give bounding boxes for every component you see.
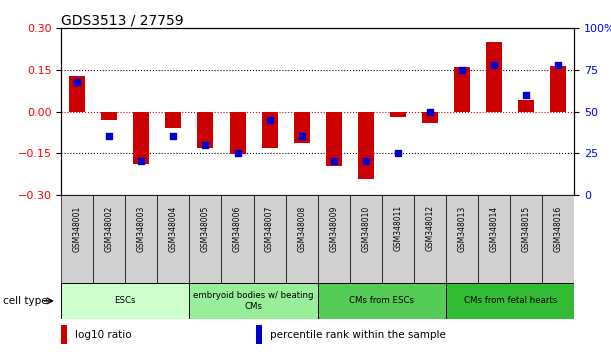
Text: GSM348010: GSM348010 <box>361 205 370 252</box>
Bar <box>358 112 374 179</box>
Bar <box>69 76 85 112</box>
Point <box>361 159 371 164</box>
Bar <box>382 195 414 283</box>
Text: GSM348005: GSM348005 <box>201 205 210 252</box>
Bar <box>221 195 254 283</box>
Bar <box>133 112 149 164</box>
Bar <box>446 195 478 283</box>
Text: GSM348013: GSM348013 <box>458 205 467 252</box>
Text: percentile rank within the sample: percentile rank within the sample <box>270 330 446 339</box>
Bar <box>254 195 285 283</box>
Bar <box>543 195 574 283</box>
Point <box>457 67 467 73</box>
Bar <box>197 112 213 148</box>
Bar <box>93 195 125 283</box>
Bar <box>454 67 470 112</box>
Bar <box>230 112 246 154</box>
Bar <box>318 283 446 319</box>
Text: GSM348014: GSM348014 <box>489 205 499 252</box>
Bar <box>478 195 510 283</box>
Bar <box>189 195 221 283</box>
Bar <box>125 195 158 283</box>
Text: GSM348012: GSM348012 <box>425 205 434 251</box>
Text: GSM348006: GSM348006 <box>233 205 242 252</box>
Text: GSM348001: GSM348001 <box>73 205 82 252</box>
Point <box>233 150 243 156</box>
Bar <box>61 325 67 344</box>
Point <box>136 159 146 164</box>
Bar <box>158 195 189 283</box>
Text: GSM348011: GSM348011 <box>393 205 403 251</box>
Bar <box>101 112 117 120</box>
Bar <box>510 195 543 283</box>
Bar <box>422 112 438 122</box>
Bar <box>285 195 318 283</box>
Text: GSM348015: GSM348015 <box>522 205 531 252</box>
Point <box>104 134 114 139</box>
Bar <box>486 42 502 112</box>
Point <box>265 117 274 123</box>
Point <box>425 109 435 114</box>
Point <box>554 62 563 68</box>
Text: GSM348009: GSM348009 <box>329 205 338 252</box>
Point <box>297 134 307 139</box>
Bar <box>318 195 349 283</box>
Bar <box>256 325 262 344</box>
Point <box>329 159 338 164</box>
Bar <box>326 112 342 166</box>
Point <box>169 134 178 139</box>
Bar <box>262 112 277 148</box>
Bar <box>518 101 534 112</box>
Text: GDS3513 / 27759: GDS3513 / 27759 <box>61 13 184 27</box>
Text: GSM348003: GSM348003 <box>137 205 146 252</box>
Bar <box>189 283 318 319</box>
Bar <box>61 195 93 283</box>
Text: ESCs: ESCs <box>114 296 136 306</box>
Text: CMs from fetal hearts: CMs from fetal hearts <box>464 296 557 306</box>
Text: GSM348007: GSM348007 <box>265 205 274 252</box>
Text: GSM348016: GSM348016 <box>554 205 563 252</box>
Point <box>200 142 210 148</box>
Text: cell type: cell type <box>3 296 48 306</box>
Text: CMs from ESCs: CMs from ESCs <box>349 296 414 306</box>
Point <box>72 79 82 84</box>
Bar <box>294 112 310 143</box>
Text: embryoid bodies w/ beating
CMs: embryoid bodies w/ beating CMs <box>193 291 314 310</box>
Text: log10 ratio: log10 ratio <box>75 330 131 339</box>
Bar <box>349 195 382 283</box>
Point <box>489 62 499 68</box>
Bar <box>61 283 189 319</box>
Point <box>393 150 403 156</box>
Bar <box>414 195 446 283</box>
Bar <box>446 283 574 319</box>
Bar <box>551 66 566 112</box>
Text: GSM348004: GSM348004 <box>169 205 178 252</box>
Point <box>521 92 531 98</box>
Text: GSM348008: GSM348008 <box>297 205 306 252</box>
Bar <box>390 112 406 117</box>
Text: GSM348002: GSM348002 <box>104 205 114 252</box>
Bar <box>166 112 181 128</box>
